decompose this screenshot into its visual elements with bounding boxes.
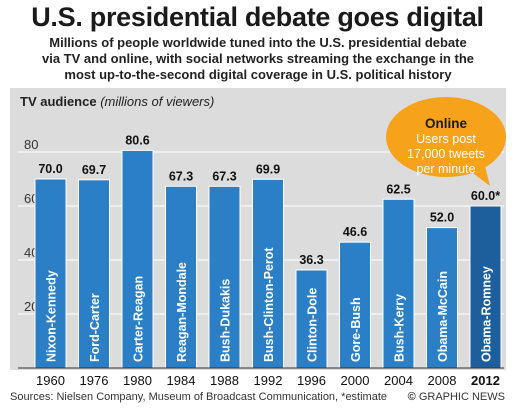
- bar-1996: [295, 269, 328, 369]
- chart-subtitle: Millions of people worldwide tuned into …: [8, 35, 508, 83]
- credit-text: GRAPHIC NEWS: [418, 391, 505, 403]
- subtitle-line-2: via TV and online, with social networks …: [42, 51, 474, 66]
- copyright-mark: ©: [407, 391, 416, 403]
- callout-line-1: Users post: [416, 132, 476, 146]
- x-axis-band: [10, 370, 506, 388]
- matchup-label-2000: Gore-Bush: [349, 297, 363, 362]
- subtitle-line-1: Millions of people worldwide tuned into …: [49, 35, 467, 50]
- callout-pointer: [466, 162, 490, 186]
- value-label-2004: 62.5: [386, 182, 410, 196]
- credit: © GRAPHIC NEWS: [408, 391, 505, 403]
- matchup-label-1992: Bush-Clinton-Perot: [262, 247, 276, 362]
- value-label-1960: 70.0: [38, 162, 62, 176]
- x-tick-2008: 2008: [428, 373, 457, 388]
- matchup-label-1976: Ford-Carter: [88, 293, 102, 362]
- value-label-1988: 67.3: [212, 169, 236, 183]
- x-tick-1988: 1988: [210, 373, 239, 388]
- value-label-1996: 36.3: [299, 253, 323, 267]
- x-tick-1980: 1980: [123, 373, 152, 388]
- x-tick-1996: 1996: [297, 373, 326, 388]
- bar-2012: [469, 205, 502, 369]
- callout-bubble: [386, 97, 506, 177]
- x-tick-1984: 1984: [167, 373, 196, 388]
- x-tick-2004: 2004: [384, 373, 413, 388]
- chart-title: U.S. presidential debate goes digital: [31, 2, 484, 32]
- x-tick-1992: 1992: [254, 373, 283, 388]
- x-tick-1960: 1960: [36, 373, 65, 388]
- y-tick-80: 80: [24, 137, 38, 152]
- subtitle-line-3: most up-to-the-second digital coverage i…: [64, 67, 452, 82]
- bar-1988: [208, 185, 241, 369]
- matchup-label-2008: Obama-McCain: [436, 271, 450, 362]
- y-axis-label-unit: (millions of viewers): [100, 94, 214, 109]
- value-label-1984: 67.3: [169, 169, 193, 183]
- value-label-1980: 80.6: [125, 133, 149, 147]
- matchup-label-1988: Bush-Dukakis: [219, 279, 233, 362]
- matchup-label-1960: Nixon-Kennedy: [45, 270, 59, 362]
- value-label-2008: 52.0: [430, 211, 454, 225]
- callout-line-3: per minute: [416, 162, 475, 176]
- callout-heading: Online: [425, 116, 467, 131]
- value-label-2000: 46.6: [343, 225, 367, 239]
- sources-note: Sources: Nielsen Company, Museum of Broa…: [10, 391, 388, 403]
- bar-1980: [121, 149, 154, 369]
- matchup-label-1980: Carter-Reagan: [132, 276, 146, 362]
- bar-1960: [34, 178, 67, 369]
- x-tick-1976: 1976: [80, 373, 109, 388]
- matchup-label-1984: Reagan-Mondale: [175, 262, 189, 362]
- x-tick-2012: 2012: [471, 373, 500, 388]
- y-axis-label-main: TV audience: [20, 94, 97, 109]
- value-label-1976: 69.7: [82, 163, 106, 177]
- x-tick-2000: 2000: [341, 373, 370, 388]
- matchup-label-2012: Obama-Romney: [480, 266, 494, 362]
- value-label-2012: 60.0*: [471, 189, 500, 203]
- matchup-label-2004: Bush-Kerry: [393, 294, 407, 362]
- bar-2004: [382, 198, 415, 369]
- callout-line-2: 17,000 tweets: [407, 147, 485, 161]
- bar-1992: [252, 178, 284, 369]
- value-label-1992: 69.9: [256, 162, 280, 176]
- y-axis-label: TV audience (millions of viewers): [20, 94, 214, 109]
- matchup-label-1996: Clinton-Dole: [306, 288, 320, 362]
